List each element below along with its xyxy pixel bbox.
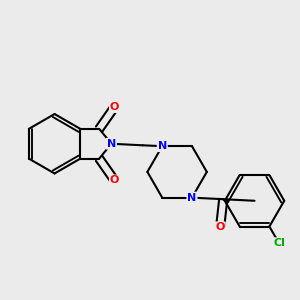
Text: O: O [110,176,119,185]
Text: O: O [215,222,225,233]
Text: N: N [187,193,196,202]
Text: N: N [107,139,116,149]
Text: N: N [158,141,167,151]
Text: Cl: Cl [273,238,285,248]
Text: O: O [110,102,119,112]
